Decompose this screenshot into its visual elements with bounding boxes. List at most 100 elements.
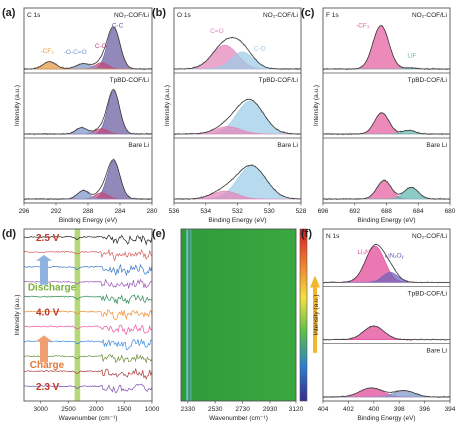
peak-label: LiNₓOᵧ — [385, 252, 405, 259]
x-tick-label: 2930 — [263, 406, 278, 413]
x-tick-label: 1000 — [145, 406, 160, 413]
ftir-spectrum-line — [23, 309, 153, 321]
fit-envelope-line — [24, 89, 152, 135]
fit-envelope-line — [323, 180, 450, 200]
panel-a: NO₂-COF/Li -CF₃ -O-C=O C-O C-C TpBD-COF/Li Bar… — [2, 7, 158, 224]
voltage-label: 2.5 V — [36, 233, 60, 244]
voltage-label: 2.3 V — [36, 382, 60, 393]
spectrum-row: TpBD-COF/Li — [173, 72, 302, 136]
x-axis-label: Binding Energy (eV) — [357, 217, 415, 224]
peak-fill — [323, 25, 450, 70]
x-tick-label: 696 — [318, 208, 329, 215]
spectrum-row: Bare Li — [23, 137, 153, 201]
heatmap-field — [181, 229, 296, 401]
fit-envelope-line — [323, 25, 450, 70]
ftir-spectrum-line — [23, 324, 153, 336]
peak-fill — [323, 180, 450, 200]
charge-label: Charge — [30, 360, 65, 371]
sample-label: NO₂-COF/Li — [412, 233, 447, 240]
y-axis-label: Intensity (a.u.) — [164, 85, 171, 126]
spectrum-row: NO₂-COF/Li -CF₃ -O-C=O C-O C-C — [23, 12, 153, 71]
panel-b: NO₂-COF/Li C=O C-O TpBD-COF/Li Bare Li O 1s (b… — [152, 7, 307, 224]
core-level-title: F 1s — [326, 12, 339, 19]
spectrum-row: NO₂-COF/Li -CF₃ LiF — [322, 12, 451, 71]
sample-label: Bare Li — [426, 348, 447, 355]
x-tick-label: 296 — [19, 208, 30, 215]
spectrum-row: NO₂-COF/Li C=O C-O — [173, 12, 302, 71]
sample-label: NO₂-COF/Li — [114, 12, 149, 19]
x-axis-label: Binding Energy (eV) — [208, 217, 266, 224]
fit-envelope-line — [24, 159, 152, 200]
peak-label: Li₃N — [357, 249, 370, 256]
discharge-label: Discharge — [28, 283, 77, 294]
plot-frame — [322, 228, 451, 402]
x-tick-label: 692 — [349, 208, 360, 215]
fit-envelope-line — [24, 26, 152, 70]
ftir-spectrum-line — [23, 293, 153, 305]
ftir-spectrum-line — [23, 248, 153, 262]
spectrum-row: NO₂-COF/Li Li₃N LiNₓOᵧ — [322, 233, 451, 284]
peak-fill — [323, 112, 450, 135]
panel-letter: (a) — [2, 7, 16, 19]
x-tick-label: 530 — [264, 208, 275, 215]
panel-letter: (f) — [301, 228, 312, 240]
peak-label: C-C — [112, 23, 124, 30]
x-tick-label: 280 — [147, 208, 158, 215]
plot-frame — [23, 228, 153, 402]
fit-envelope-line — [323, 112, 450, 135]
panel-letter: (c) — [301, 7, 315, 19]
spectrum-row: TpBD-COF/Li — [322, 72, 451, 136]
spectrum-row: TpBD-COF/Li — [23, 72, 153, 136]
ftir-spectrum-line — [23, 368, 153, 380]
y-axis-label: Intensity (a.u.) — [14, 85, 21, 126]
core-level-title: N 1s — [326, 233, 340, 240]
raw-spectrum-line — [23, 88, 153, 136]
fit-envelope-line — [174, 164, 301, 200]
x-tick-label: 404 — [318, 406, 329, 413]
voltage-label: 4.0 V — [36, 308, 60, 319]
ftir-spectrum-line — [23, 383, 153, 394]
x-tick-label: 684 — [413, 208, 424, 215]
spectrum-row: Bare Li — [322, 137, 451, 201]
x-tick-label: 3000 — [33, 406, 48, 413]
panel-c: NO₂-COF/Li -CF₃ LiF TpBD-COF/Li Bare Li F 1s (… — [301, 7, 456, 224]
charge-arrow-icon — [36, 335, 52, 363]
colorbar — [299, 228, 308, 402]
x-tick-label: 402 — [343, 406, 354, 413]
heatmap-band — [189, 229, 192, 401]
x-tick-label: 396 — [419, 406, 430, 413]
x-tick-label: 680 — [445, 208, 456, 215]
x-tick-label: 536 — [169, 208, 180, 215]
fit-envelope-line — [174, 37, 301, 70]
spectrum-row: Bare Li — [173, 137, 302, 201]
sample-label: Bare Li — [128, 142, 149, 149]
sample-label: NO₂-COF/Li — [412, 12, 447, 19]
x-tick-label: 688 — [381, 208, 392, 215]
core-level-title: C 1s — [27, 12, 41, 19]
x-tick-label: 2530 — [208, 406, 223, 413]
fit-envelope-line — [323, 325, 450, 341]
panel-f: NO₂-COF/Li Li₃N LiNₓOᵧ TpBD-COF/Li Bare Li N … — [301, 228, 456, 422]
x-tick-label: 2500 — [61, 406, 76, 413]
peak-label: C-O — [95, 43, 107, 50]
discharge-arrow-icon — [36, 254, 52, 285]
co2-highlight-band — [74, 229, 81, 401]
panel-e: (e) 2330 2530 2730 2930 3120 Wavenumber (cm⁻¹) — [152, 228, 320, 422]
sample-label: TpBD-COF/Li — [408, 290, 447, 297]
x-tick-label: 284 — [115, 208, 126, 215]
x-tick-label: 288 — [83, 208, 94, 215]
fit-envelope-line — [323, 244, 450, 283]
peak-label: C-O — [254, 45, 266, 52]
x-tick-label: 528 — [296, 208, 307, 215]
x-tick-label: 398 — [394, 406, 405, 413]
panel-letter: (b) — [152, 7, 166, 19]
y-axis-label: Intensity (a.u.) — [313, 294, 320, 335]
time-arrow-icon — [310, 275, 320, 353]
x-axis-label: Wavenumber (cm⁻¹) — [209, 415, 268, 422]
fit-envelope-line — [174, 99, 301, 135]
panel-letter: (d) — [2, 228, 16, 240]
x-tick-label: 292 — [51, 208, 62, 215]
panel-d: 2.5 V 4.0 V 2.3 V Discharge Charge (d) 3000 250… — [2, 228, 160, 422]
x-tick-label: 2730 — [235, 406, 250, 413]
sample-label: NO₂-COF/Li — [263, 12, 298, 19]
